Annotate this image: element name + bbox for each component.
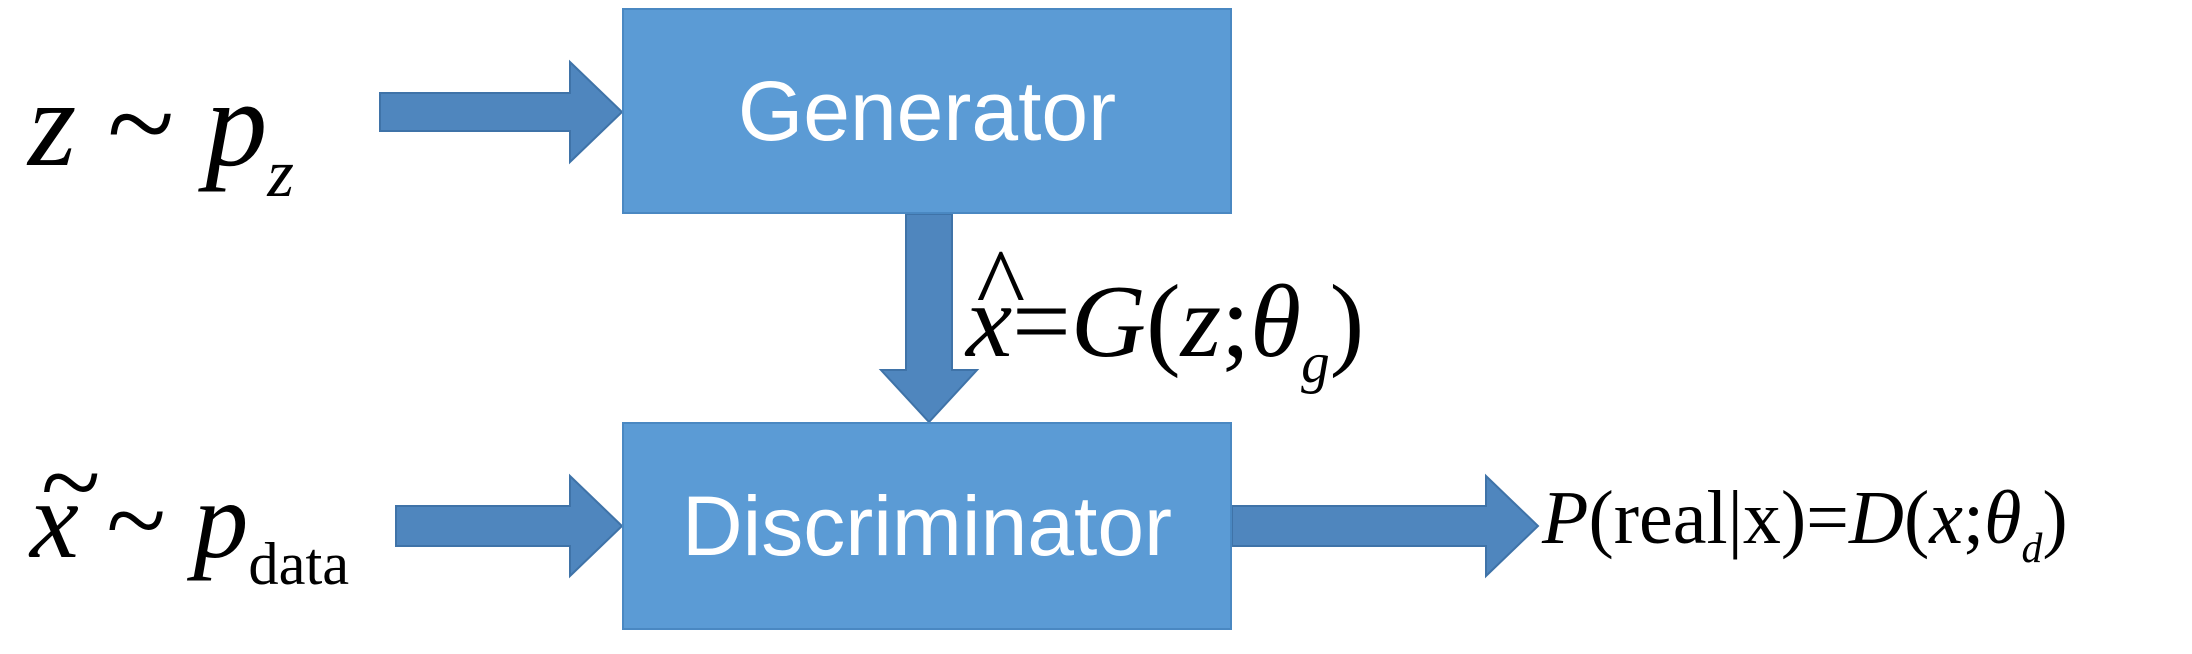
- real-variable-wrap: ~ x: [30, 427, 101, 576]
- generator-output-label: ^ x=G(z;θg): [966, 233, 1364, 392]
- generator-to-discriminator-arrow: [878, 213, 980, 424]
- discriminator-label: Discriminator: [681, 478, 1173, 573]
- fake-variable: x: [966, 264, 1013, 379]
- generator-box: Generator: [622, 8, 1232, 214]
- prob-close-paren: ): [1780, 476, 1807, 560]
- real-to-discriminator-arrow: [395, 473, 624, 579]
- tilde-accent: ~: [41, 420, 101, 543]
- hat-accent: ^: [976, 227, 1026, 343]
- prob-condition: real|x: [1613, 476, 1781, 560]
- prob-symbol: P: [1542, 476, 1589, 560]
- generator-sep: ;: [1221, 264, 1250, 379]
- noise-to-generator-arrow: [379, 59, 624, 165]
- noise-variable: z: [28, 55, 77, 192]
- discriminator-output-label: P(real|x)=D(x;θd): [1542, 480, 2068, 570]
- discriminator-to-output-arrow: [1231, 473, 1540, 579]
- real-relation: ~: [106, 459, 166, 581]
- discriminator-arg: x: [1929, 476, 1963, 560]
- generator-open-paren: (: [1145, 264, 1181, 379]
- generator-param-sub: g: [1301, 331, 1330, 395]
- generator-function: G: [1070, 264, 1146, 379]
- discriminator-param-sub: d: [2021, 525, 2043, 572]
- prob-open-paren: (: [1588, 476, 1614, 560]
- discriminator-function: D: [1849, 476, 1904, 560]
- noise-distribution: p: [205, 55, 268, 192]
- generator-arg: z: [1180, 264, 1222, 379]
- discriminator-param: θ: [1984, 476, 2022, 560]
- real-input-label: ~ x ~ pdata: [30, 427, 349, 595]
- fake-variable-wrap: ^ x: [966, 233, 1025, 374]
- real-variable: x: [30, 459, 79, 581]
- discriminator-open-paren: (: [1903, 476, 1930, 560]
- generator-param: θ: [1249, 264, 1302, 379]
- fake-equals: =: [1012, 264, 1071, 379]
- noise-relation: ~: [107, 55, 175, 192]
- generator-close-paren: ): [1329, 264, 1365, 379]
- noise-input-label: z ~ pz: [28, 62, 294, 207]
- output-equals: =: [1806, 476, 1850, 560]
- discriminator-close-paren: ): [2042, 476, 2068, 560]
- discriminator-sep: ;: [1962, 476, 1985, 560]
- generator-label: Generator: [737, 63, 1117, 158]
- real-subscript: data: [248, 531, 350, 599]
- real-distribution: p: [193, 459, 249, 581]
- discriminator-box: Discriminator: [622, 422, 1232, 630]
- noise-subscript: z: [267, 134, 294, 211]
